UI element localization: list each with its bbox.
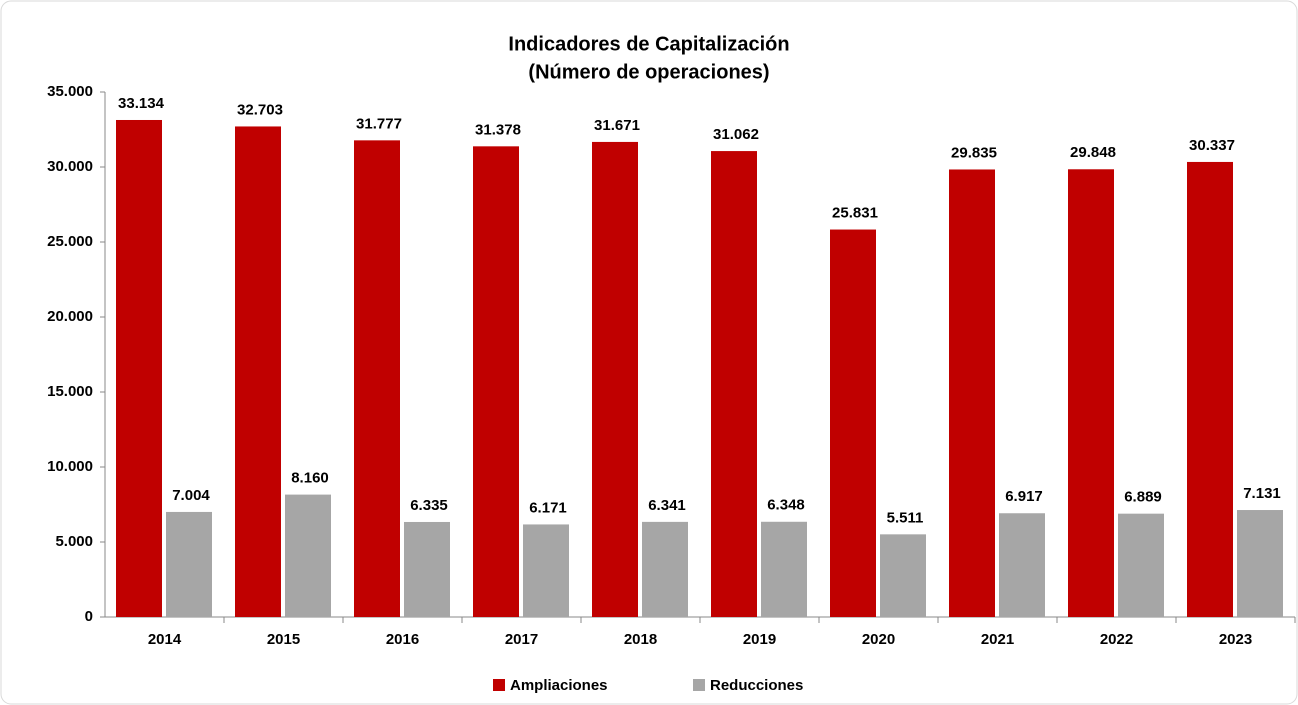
legend-swatch — [693, 679, 705, 691]
chart-title: Indicadores de Capitalización — [508, 33, 789, 55]
data-label: 5.511 — [887, 509, 924, 526]
x-tick-label: 2015 — [267, 631, 300, 648]
x-tick-label: 2018 — [624, 631, 657, 648]
data-label: 25.831 — [832, 205, 878, 222]
x-tick-label: 2020 — [862, 631, 895, 648]
data-label: 6.917 — [1005, 488, 1043, 505]
x-tick-label: 2014 — [148, 631, 182, 648]
y-tick-label: 0 — [85, 608, 93, 625]
data-label: 32.703 — [237, 101, 283, 118]
legend-label: Reducciones — [710, 677, 803, 694]
data-label: 31.378 — [475, 121, 521, 138]
legend-swatch — [493, 679, 505, 691]
data-label: 6.335 — [410, 497, 448, 514]
data-label: 6.171 — [529, 499, 567, 516]
legend-label: Ampliaciones — [510, 677, 608, 694]
x-tick-label: 2017 — [505, 631, 538, 648]
bar — [1118, 513, 1164, 617]
y-tick-label: 5.000 — [55, 533, 93, 550]
bar — [880, 534, 926, 617]
bar — [592, 141, 638, 617]
y-tick-label: 35.000 — [47, 83, 93, 100]
data-label: 33.134 — [118, 95, 165, 112]
bar — [949, 169, 995, 617]
data-label: 31.671 — [594, 117, 640, 134]
y-tick-label: 20.000 — [47, 308, 93, 325]
data-label: 8.160 — [291, 470, 329, 487]
data-label: 6.341 — [648, 497, 686, 514]
bar — [166, 511, 212, 617]
data-label: 31.062 — [713, 126, 759, 143]
y-tick-label: 15.000 — [47, 383, 93, 400]
bar — [473, 146, 519, 617]
y-tick-label: 25.000 — [47, 233, 93, 250]
bar — [999, 513, 1045, 617]
bar — [711, 151, 757, 617]
x-tick-label: 2022 — [1100, 631, 1133, 648]
data-label: 29.835 — [951, 144, 997, 161]
data-label: 30.337 — [1189, 137, 1235, 154]
data-label: 7.131 — [1243, 485, 1281, 502]
data-label: 6.889 — [1124, 489, 1162, 506]
data-label: 29.848 — [1070, 144, 1116, 161]
bar — [1068, 169, 1114, 617]
x-tick-label: 2023 — [1219, 631, 1252, 648]
x-tick-label: 2019 — [743, 631, 776, 648]
chart-subtitle: (Número de operaciones) — [528, 61, 769, 83]
bar — [642, 521, 688, 617]
bar — [404, 521, 450, 617]
bar — [761, 521, 807, 617]
bar — [1237, 510, 1283, 617]
x-tick-label: 2016 — [386, 631, 419, 648]
x-tick-label: 2021 — [981, 631, 1014, 648]
y-tick-label: 30.000 — [47, 158, 93, 175]
bar — [830, 229, 876, 617]
bar — [235, 126, 281, 617]
data-label: 31.777 — [356, 115, 402, 132]
bar — [523, 524, 569, 617]
bar — [116, 119, 162, 618]
y-tick-label: 10.000 — [47, 458, 93, 475]
bar — [285, 494, 331, 617]
bar — [1187, 161, 1233, 617]
bar — [354, 140, 400, 617]
data-label: 7.004 — [172, 487, 210, 504]
data-label: 6.348 — [767, 497, 805, 514]
